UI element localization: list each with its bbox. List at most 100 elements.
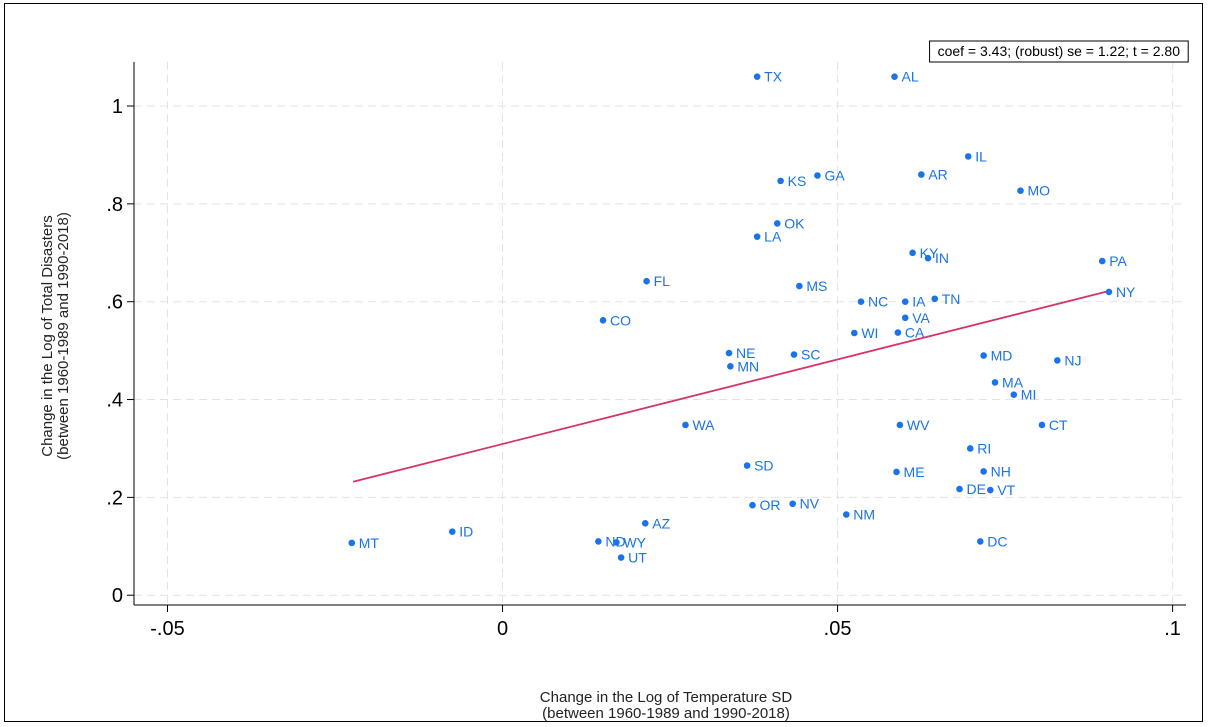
stats-annotation: coef = 3.43; (robust) se = 1.22; t = 2.8…	[929, 40, 1189, 63]
data-point	[617, 554, 625, 561]
data-point	[1038, 421, 1046, 429]
data-point	[643, 277, 650, 285]
point-label: NC	[868, 294, 888, 310]
data-point	[964, 153, 972, 160]
grid-layer	[134, 62, 1186, 605]
point-label: PA	[1109, 253, 1127, 269]
point-label: WY	[623, 534, 646, 550]
point-label: MD	[991, 348, 1013, 364]
point-label: WI	[861, 325, 878, 341]
data-point	[749, 501, 756, 509]
data-point	[448, 528, 456, 535]
axis-layer: 0 .2 .4 .6 .8 1 -.05 0 .05 .1	[106, 62, 1186, 640]
data-point	[725, 349, 733, 357]
data-point	[753, 73, 761, 80]
data-point	[789, 500, 796, 508]
data-point	[682, 421, 689, 429]
data-point	[595, 538, 602, 545]
data-point	[891, 73, 898, 80]
point-label: ID	[459, 524, 473, 540]
y-tick-label: .2	[106, 487, 123, 509]
point-label: AZ	[652, 515, 670, 531]
point-label: AL	[902, 69, 919, 85]
point-label: KS	[788, 173, 807, 189]
point-label: MI	[1021, 387, 1037, 403]
point-label: OK	[784, 215, 805, 231]
data-point	[842, 511, 850, 518]
point-label: KY	[920, 245, 939, 261]
x-axis-title-line2: (between 1960-1989 and 1990-2018)	[542, 705, 790, 722]
y-tick-label: 0	[112, 585, 123, 607]
x-axis-title-line1: Change in the Log of Temperature SD	[540, 689, 793, 706]
data-point	[773, 220, 781, 227]
x-tick-label: .05	[824, 618, 852, 640]
point-label: NE	[736, 345, 755, 361]
data-point	[851, 329, 858, 337]
point-label: RI	[977, 440, 991, 456]
point-label: IA	[912, 294, 926, 310]
data-point	[753, 233, 761, 240]
data-point	[743, 462, 751, 469]
point-label: OR	[759, 497, 780, 513]
point-label: MN	[737, 358, 759, 374]
y-tick-label: .6	[106, 292, 123, 314]
y-tick-label: 1	[112, 96, 123, 118]
point-label: CA	[905, 325, 925, 341]
data-point	[896, 421, 904, 429]
data-point	[1098, 257, 1106, 265]
point-label: NJ	[1064, 352, 1081, 368]
y-axis-title-line2: (between 1960-1989 and 1990-2018)	[55, 212, 72, 460]
data-point	[641, 520, 649, 527]
y-tick-label: .8	[106, 194, 123, 216]
point-label: CT	[1049, 417, 1068, 433]
point-label: IN	[935, 250, 949, 266]
x-tick-label: -.05	[150, 618, 184, 640]
point-label: FL	[654, 273, 671, 289]
data-point	[348, 539, 356, 547]
data-point	[857, 298, 865, 306]
chart-frame	[4, 3, 1203, 722]
data-point	[918, 171, 925, 178]
fit-line	[352, 290, 1110, 483]
data-point	[980, 352, 987, 359]
y-axis-title-line1: Change in the Log of Total Disasters	[39, 215, 56, 457]
point-label: SD	[754, 458, 773, 474]
point-label: WA	[692, 417, 715, 433]
point-label: TX	[764, 69, 783, 85]
data-point	[1054, 357, 1061, 364]
point-label: VT	[997, 482, 1015, 498]
point-label: CO	[610, 312, 631, 328]
data-point	[909, 249, 916, 257]
point-label: DE	[967, 481, 986, 497]
point-label: GA	[824, 167, 845, 183]
data-point	[901, 298, 909, 306]
point-label: AR	[928, 167, 947, 183]
x-tick-label: 0	[497, 618, 508, 640]
data-point	[1010, 391, 1018, 398]
data-point	[956, 485, 963, 493]
data-point	[1017, 187, 1024, 194]
point-label: LA	[764, 229, 782, 245]
data-point	[987, 486, 994, 494]
point-label: MA	[1002, 374, 1024, 390]
data-point	[924, 254, 932, 262]
point-label: WV	[907, 417, 930, 433]
data-point	[893, 468, 900, 476]
stats-annotation-text: coef = 3.43; (robust) se = 1.22; t = 2.8…	[938, 43, 1181, 59]
data-point	[777, 177, 784, 185]
point-label: VA	[912, 310, 930, 326]
point-label: UT	[628, 550, 647, 566]
point-label: NM	[853, 507, 875, 523]
data-point	[894, 329, 902, 336]
y-tick-label: .4	[106, 390, 123, 412]
data-point	[599, 316, 607, 324]
data-point	[1105, 288, 1113, 296]
point-label: TN	[942, 291, 961, 307]
point-label: IL	[975, 148, 987, 164]
data-point	[931, 295, 939, 303]
point-label: SC	[801, 347, 820, 363]
point-label: MS	[806, 278, 827, 294]
x-tick-label: .1	[1164, 618, 1181, 640]
